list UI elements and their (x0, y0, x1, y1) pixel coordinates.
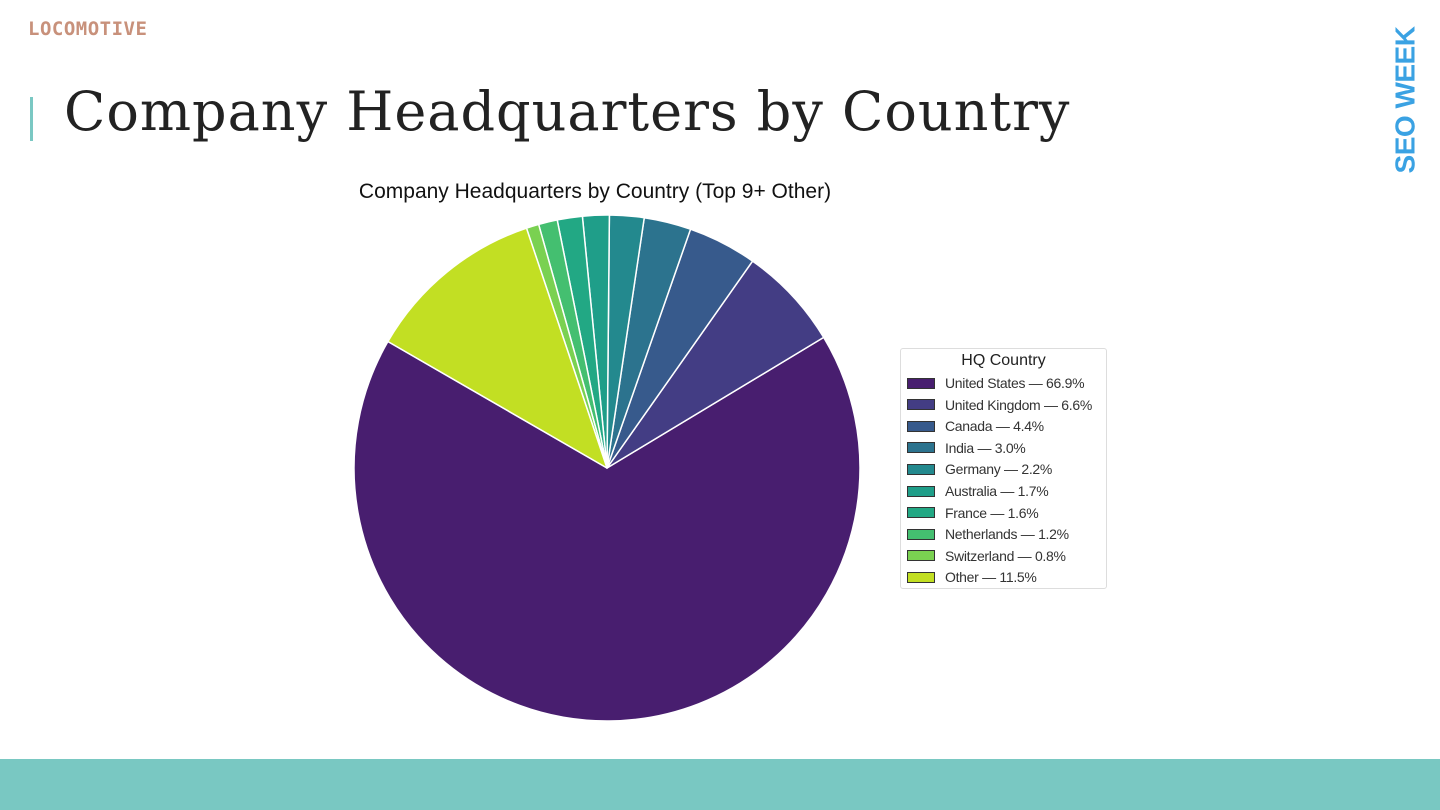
legend-label: India — 3.0% (945, 439, 1026, 456)
legend-swatch (907, 463, 935, 475)
chart-title: Company Headquarters by Country (Top 9+ … (358, 180, 832, 203)
chart-legend: HQ Country United States — 66.9% United K… (900, 348, 1107, 589)
legend-label: United States — 66.9% (945, 375, 1085, 391)
legend-swatch (907, 571, 935, 583)
pie-chart (353, 214, 861, 722)
seo-week-logo: SEO WEEK (1382, 20, 1428, 180)
legend-label: Canada — 4.4% (945, 418, 1044, 435)
legend-swatch (907, 442, 935, 454)
legend-title: HQ Country (961, 352, 1046, 369)
legend-label: Other — 11.5% (945, 569, 1037, 586)
legend-label: Australia — 1.7% (945, 483, 1049, 499)
legend-item-netherlands: Netherlands — 1.2% (907, 525, 1069, 543)
legend-item-india: India — 3.0% (907, 439, 1026, 457)
pie-slice-united-states (353, 336, 861, 722)
legend-item-france: France — 1.6% (907, 504, 1039, 522)
legend-label: United Kingdom — 6.6% (945, 396, 1093, 413)
legend-swatch (907, 399, 935, 411)
legend-label: Germany — 2.2% (945, 461, 1053, 478)
legend-item-germany: Germany — 2.2% (907, 460, 1052, 478)
legend-swatch (907, 507, 935, 519)
legend-swatch (907, 377, 935, 389)
legend-item-united-states: United States — 66.9% (907, 374, 1085, 392)
legend-swatch (907, 550, 935, 562)
legend-label: Netherlands — 1.2% (945, 526, 1069, 543)
legend-swatch (907, 528, 935, 540)
legend-label: France — 1.6% (945, 504, 1039, 521)
legend-swatch (907, 420, 935, 432)
pie-slice-other (387, 227, 608, 469)
legend-swatch (907, 485, 935, 497)
footer-band (0, 759, 1440, 810)
legend-item-switzerland: Switzerland — 0.8% (907, 547, 1066, 565)
legend-label: Switzerland — 0.8% (945, 547, 1066, 564)
legend-item-other: Other — 11.5% (907, 568, 1037, 586)
legend-item-australia: Australia — 1.7% (907, 482, 1049, 500)
legend-item-united-kingdom: United Kingdom — 6.6% (907, 396, 1092, 414)
page-title: Company Headquarters by Country (64, 80, 1071, 143)
legend-item-canada: Canada — 4.4% (907, 417, 1044, 435)
title-accent-bar (30, 97, 33, 141)
seo-week-text: SEO WEEK (1389, 26, 1421, 174)
locomotive-logo: LOCOMOTIVE (28, 18, 148, 40)
